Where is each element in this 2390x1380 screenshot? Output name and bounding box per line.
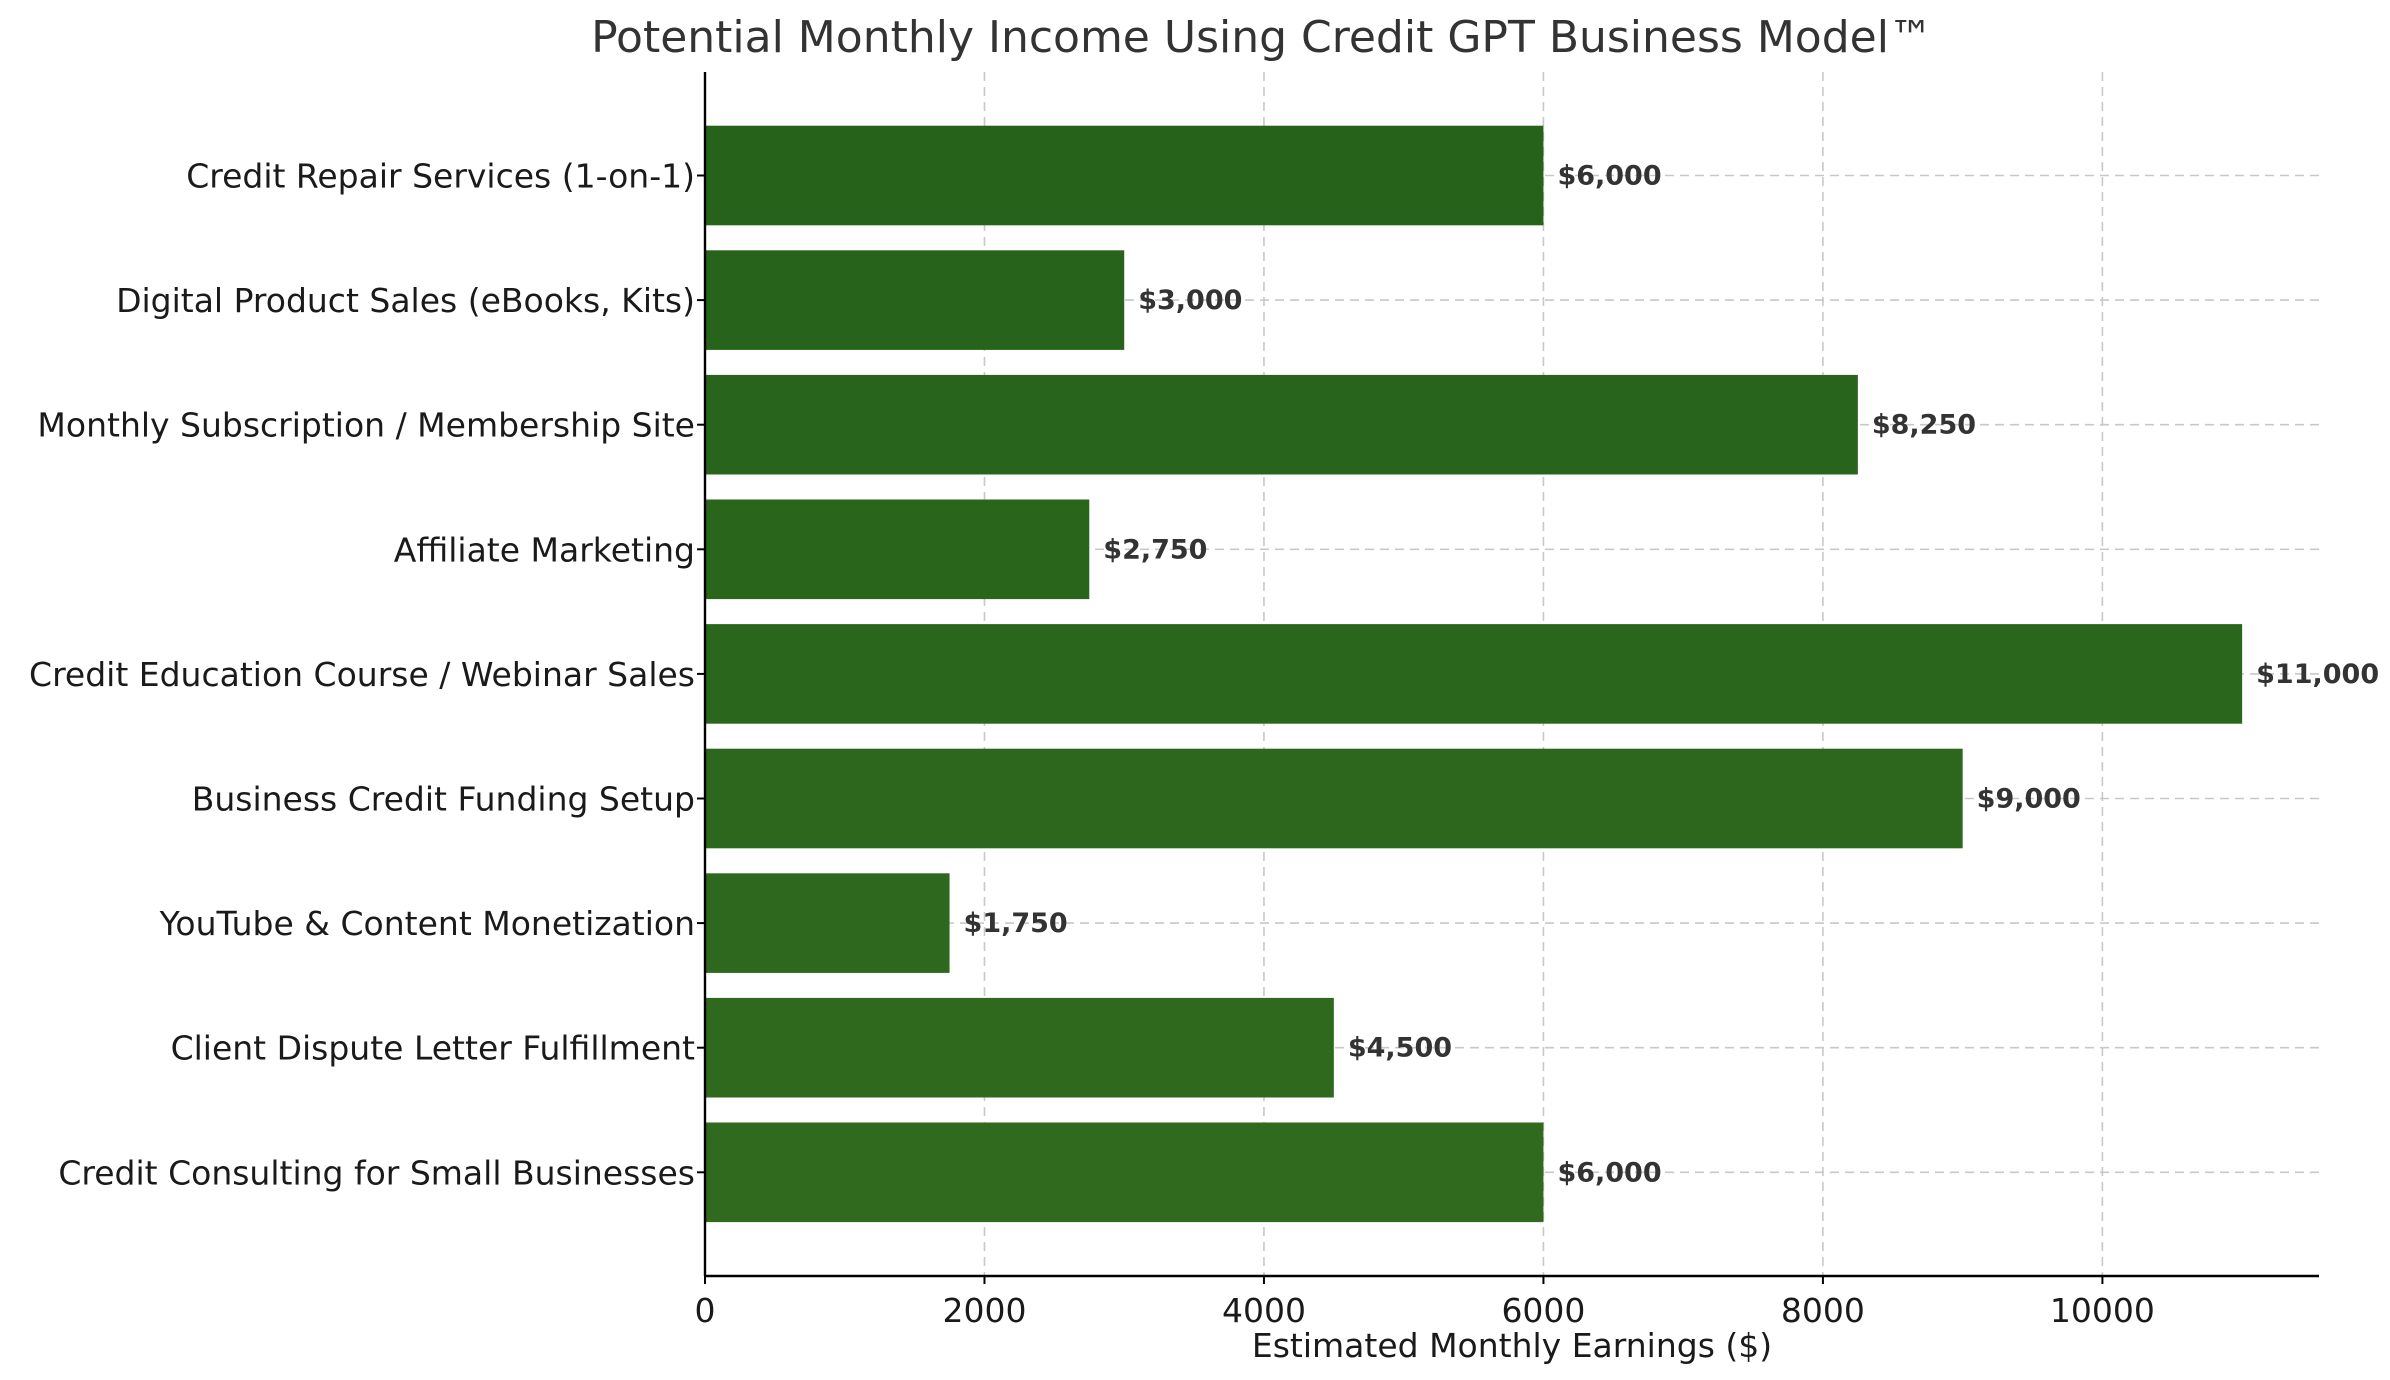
data-label: $8,250 [1872,410,1976,441]
category-label: Affiliate Marketing [394,530,695,569]
x-tick-label: 8000 [1781,1291,1865,1330]
data-label: $1,750 [964,908,1068,939]
data-label: $6,000 [1557,161,1661,192]
bar [705,250,1125,350]
label-layer: Credit Repair Services (1-on-1) $6,000 Dig… [29,157,2379,1193]
category-label: Client Dispute Letter Fulfillment [171,1029,695,1068]
bar [705,873,950,973]
x-axis-label: Estimated Monthly Earnings ($) [1252,1326,1772,1365]
x-tick-label: 6000 [1501,1291,1585,1330]
bar [705,748,1963,849]
category-label: Credit Repair Services (1-on-1) [186,157,695,196]
data-label: $6,000 [1557,1157,1661,1188]
axis-layer: 0 2000 4000 6000 8000 10000 [695,72,2319,1330]
data-label: $11,000 [2256,659,2379,690]
category-label: Monthly Subscription / Membership Site [37,406,695,445]
x-tick-label: 10000 [2050,1291,2155,1330]
bar [705,499,1090,600]
chart-title: Potential Monthly Income Using Credit GP… [591,12,1933,63]
x-tick-label: 0 [695,1291,716,1330]
x-tick-label: 2000 [942,1291,1026,1330]
data-label: $4,500 [1348,1033,1452,1064]
x-tick-label: 4000 [1222,1291,1306,1330]
data-label: $3,000 [1138,285,1242,316]
bar [705,374,1858,475]
category-label: Business Credit Funding Setup [192,780,695,819]
data-label: $9,000 [1977,784,2081,815]
category-label: Digital Product Sales (eBooks, Kits) [116,281,695,320]
bar [705,1122,1544,1223]
data-label: $2,750 [1103,534,1207,565]
category-label: Credit Education Course / Webinar Sales [29,655,695,694]
bar-layer [705,125,2243,1223]
bar [705,624,2243,724]
bar [705,125,1544,226]
category-label: YouTube & Content Monetization [159,904,695,943]
bar [705,997,1334,1098]
category-label: Credit Consulting for Small Businesses [58,1153,695,1192]
